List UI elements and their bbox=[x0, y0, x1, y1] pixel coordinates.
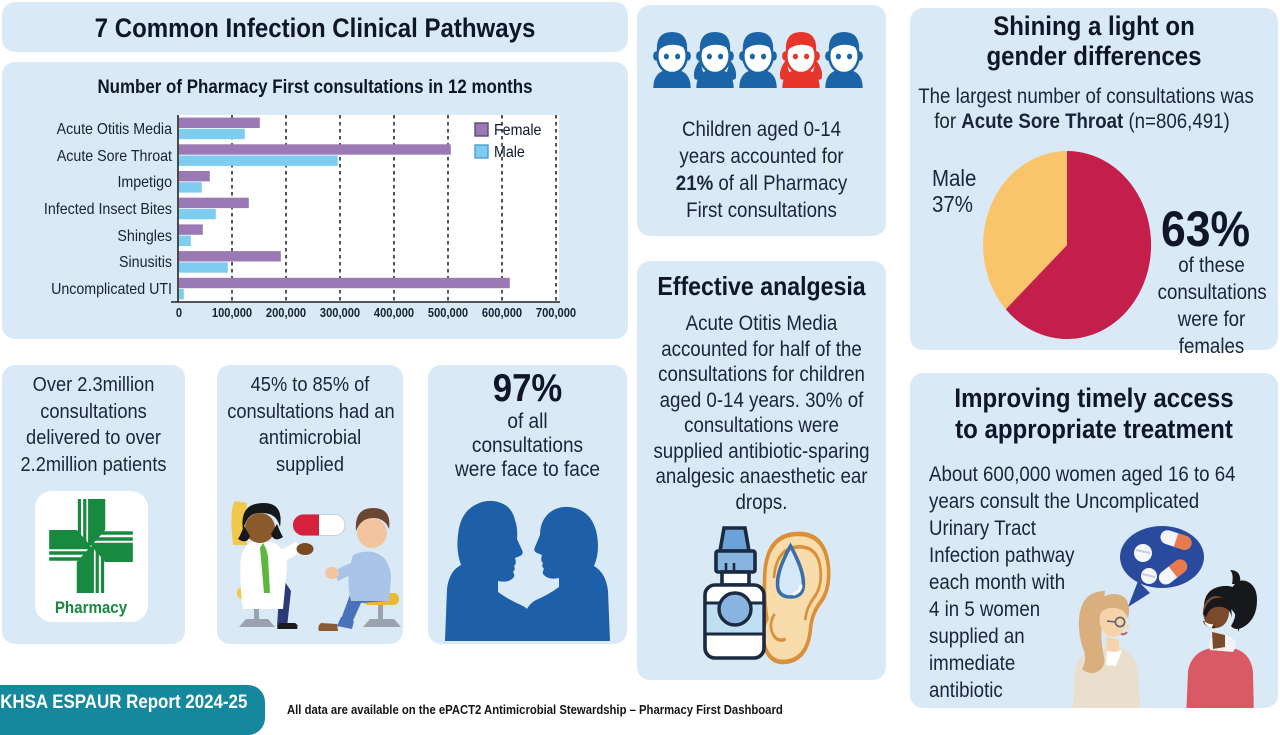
svg-text:0: 0 bbox=[176, 305, 183, 320]
svg-text:Uncomplicated UTI: Uncomplicated UTI bbox=[51, 280, 172, 298]
svg-text:Sinusitis: Sinusitis bbox=[119, 253, 172, 271]
svg-text:600,000: 600,000 bbox=[482, 305, 523, 320]
svg-text:Acute Sore Throat: Acute Sore Throat bbox=[57, 147, 173, 165]
svg-text:Female: Female bbox=[494, 121, 541, 139]
svg-text:Acute Otitis Media: Acute Otitis Media bbox=[57, 120, 173, 138]
svg-text:Male: Male bbox=[494, 143, 525, 161]
svg-text:Shingles: Shingles bbox=[117, 227, 172, 245]
svg-text:300,000: 300,000 bbox=[320, 305, 361, 320]
svg-text:Infected Insect Bites: Infected Insect Bites bbox=[44, 200, 172, 218]
svg-text:100,000: 100,000 bbox=[212, 305, 253, 320]
svg-text:Pharmacy: Pharmacy bbox=[55, 598, 127, 617]
svg-text:Impetigo: Impetigo bbox=[117, 173, 172, 191]
svg-text:200,000: 200,000 bbox=[266, 305, 307, 320]
svg-text:500,000: 500,000 bbox=[428, 305, 469, 320]
svg-text:400,000: 400,000 bbox=[374, 305, 415, 320]
svg-text:700,000: 700,000 bbox=[536, 305, 577, 320]
